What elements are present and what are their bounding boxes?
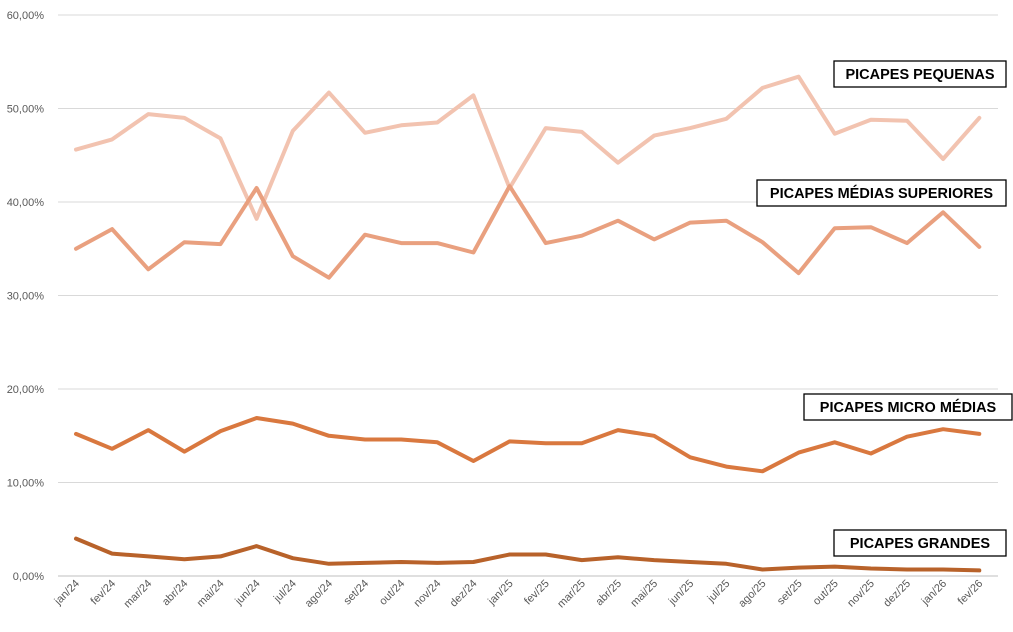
y-tick-label: 60,00% xyxy=(7,10,45,22)
x-tick-label: abr/24 xyxy=(160,578,191,609)
x-tick-label: nov/24 xyxy=(412,578,444,610)
legend-label: PICAPES GRANDES xyxy=(850,536,991,552)
x-tick-label: mai/25 xyxy=(628,578,660,610)
x-tick-label: mar/25 xyxy=(555,578,588,611)
y-tick-label: 10,00% xyxy=(7,478,45,490)
x-tick-label: ago/25 xyxy=(736,578,768,610)
x-tick-label: out/24 xyxy=(377,578,407,608)
y-tick-label: 30,00% xyxy=(7,291,45,303)
x-tick-label: fev/25 xyxy=(522,578,552,608)
y-tick-label: 0,00% xyxy=(13,571,44,583)
x-tick-label: set/24 xyxy=(341,578,371,608)
legend-box xyxy=(833,529,1007,557)
y-axis: 0,00% 10,00% 20,00% 30,00% 40,00% 50,00% 60,00… xyxy=(7,10,45,583)
x-tick-label: jul/25 xyxy=(705,578,733,606)
x-tick-label: jun/24 xyxy=(232,578,262,608)
legend-label: PICAPES MÉDIAS SUPERIORES xyxy=(770,185,994,202)
x-tick-label: jun/25 xyxy=(666,578,696,608)
series-lines xyxy=(74,74,982,573)
grid xyxy=(58,14,998,577)
x-tick-label: abr/25 xyxy=(594,578,625,609)
x-tick-label: jan/26 xyxy=(919,578,949,608)
legend-label: PICAPES PEQUENAS xyxy=(845,67,994,83)
y-tick-label: 50,00% xyxy=(7,104,45,116)
legend: PICAPES PEQUENAS PICAPES MÉDIAS SUPERIORE… xyxy=(756,60,1013,557)
x-tick-label: dez/25 xyxy=(881,578,913,610)
x-tick-label: jan/25 xyxy=(485,578,515,608)
x-tick-label: dez/24 xyxy=(448,578,480,610)
series-line-4 xyxy=(74,536,982,573)
legend-box xyxy=(803,393,1013,421)
x-tick-label: set/25 xyxy=(775,578,805,608)
x-tick-label: fev/26 xyxy=(956,578,986,608)
series-line-2 xyxy=(74,184,982,280)
x-tick-label: jul/24 xyxy=(271,578,299,606)
series-line-1 xyxy=(74,74,982,221)
y-tick-label: 40,00% xyxy=(7,197,45,209)
series-line-3 xyxy=(74,416,982,474)
x-tick-label: mar/24 xyxy=(122,578,155,611)
x-tick-label: ago/24 xyxy=(303,578,335,610)
x-axis: jan/24 fev/24 mar/24 abr/24 mai/24 jun/24 jul/… xyxy=(52,578,986,611)
x-tick-label: mai/24 xyxy=(195,578,227,610)
legend-box xyxy=(833,60,1007,88)
x-tick-label: nov/25 xyxy=(845,578,877,610)
x-tick-label: fev/24 xyxy=(89,578,119,608)
legend-label: PICAPES MICRO MÉDIAS xyxy=(820,399,997,416)
y-tick-label: 20,00% xyxy=(7,384,45,396)
legend-box xyxy=(756,179,1007,207)
x-tick-label: jan/24 xyxy=(52,578,82,608)
x-tick-label: out/25 xyxy=(811,578,841,608)
